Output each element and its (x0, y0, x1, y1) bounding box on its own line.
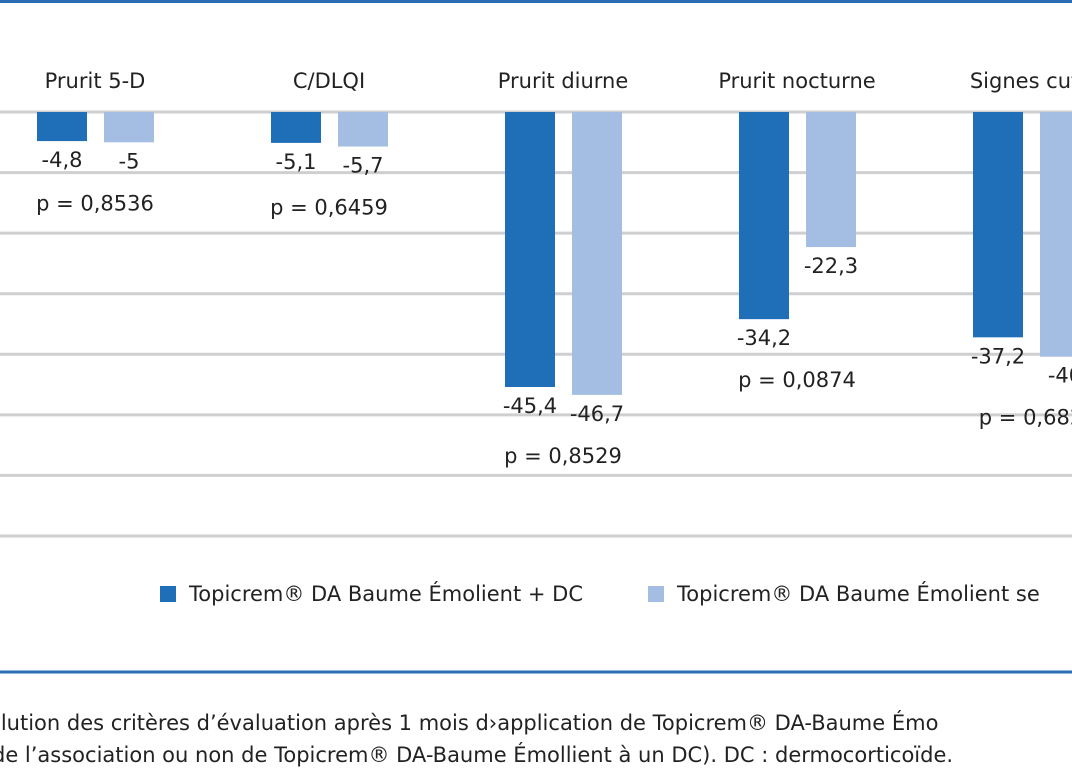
p-value: p = 0,0874 (738, 368, 856, 392)
value-label: -4,8 (42, 148, 83, 172)
bar (338, 112, 388, 147)
category-label: Prurit diurne (498, 69, 629, 93)
value-label: -40 (1048, 364, 1072, 388)
category-label: Prurit nocturne (718, 69, 875, 93)
value-label: -45,4 (503, 394, 557, 418)
category-label: Signes cuta (970, 69, 1072, 93)
legend-swatch (648, 586, 664, 602)
value-label: -5 (119, 149, 140, 173)
caption-line: de l’association ou non de Topicrem® DA-… (0, 742, 953, 767)
bar (37, 112, 87, 142)
bar (806, 112, 856, 248)
bar (104, 112, 154, 143)
category-label: Prurit 5-D (45, 69, 146, 93)
category-label: C/DLQI (293, 69, 365, 93)
bar (572, 112, 622, 395)
bar (505, 112, 555, 387)
legend-label: Topicrem® DA Baume Émolient + DC (188, 581, 583, 606)
bar (739, 112, 789, 320)
p-value: p = 0,8536 (36, 191, 154, 215)
value-label: -34,2 (737, 326, 791, 350)
caption-line: olution des critères d’évaluation après … (0, 710, 938, 735)
legend-swatch (160, 586, 176, 602)
bar (271, 112, 321, 143)
value-label: -37,2 (971, 344, 1025, 368)
value-label: -5,1 (276, 150, 317, 174)
value-label: -46,7 (570, 402, 624, 426)
bar (973, 112, 1023, 338)
value-label: -22,3 (804, 254, 858, 278)
bar (1040, 112, 1072, 357)
value-label: -5,7 (343, 154, 384, 178)
p-value: p = 0,8529 (504, 444, 622, 468)
p-value: p = 0,682 (979, 406, 1072, 430)
p-value: p = 0,6459 (270, 196, 388, 220)
legend-label: Topicrem® DA Baume Émolient se (676, 581, 1040, 606)
